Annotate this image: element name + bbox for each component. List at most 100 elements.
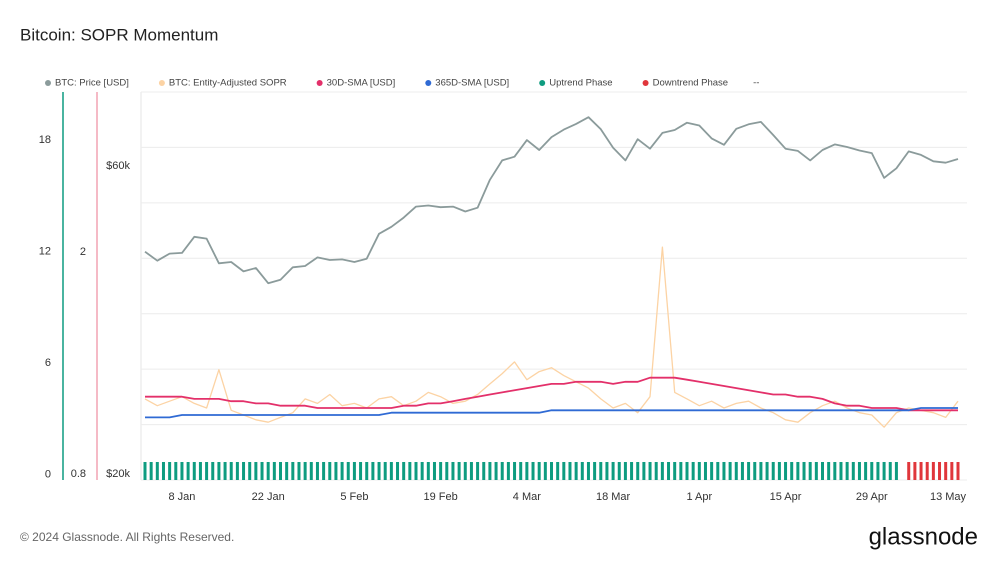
phase-bar [377, 462, 381, 480]
phase-bar [365, 462, 369, 480]
phase-bar [432, 462, 436, 480]
phase-bar [149, 462, 153, 480]
phase-bar [513, 462, 517, 480]
phase-bar [605, 462, 609, 480]
series-line [145, 376, 958, 412]
phase-bar [931, 462, 935, 480]
x-tick-label: 4 Mar [513, 491, 541, 503]
phase-bar [223, 462, 227, 480]
phase-bar [211, 462, 215, 480]
series-line [144, 116, 959, 285]
phase-bar [599, 462, 603, 480]
phase-bar [636, 462, 640, 480]
x-tick-label: 22 Jan [252, 491, 285, 503]
y-tick-label: 6 [45, 357, 51, 369]
phase-bar [426, 462, 430, 480]
phase-bar [272, 462, 276, 480]
legend-marker [45, 80, 51, 86]
phase-bar [734, 462, 738, 480]
phase-bar [796, 462, 800, 480]
phase-bar [389, 462, 393, 480]
phase-bar [383, 462, 387, 480]
phase-bar [279, 462, 282, 480]
phase-bar [396, 462, 400, 480]
phase-bar [217, 462, 221, 480]
phase-bar [463, 462, 467, 480]
phase-bar [876, 462, 880, 480]
phase-bar [685, 462, 689, 480]
x-tick-label: 8 Jan [168, 491, 195, 503]
phase-bar [402, 462, 406, 480]
legend-marker [539, 80, 546, 86]
legend-label: Uptrend Phase [549, 78, 612, 89]
y-tick-label: $60k [106, 160, 130, 172]
phase-bar [229, 462, 233, 480]
brand-logo: glassnode [869, 523, 978, 550]
phase-bar [235, 462, 239, 480]
phase-bar [168, 462, 172, 480]
phase-bar [944, 462, 948, 480]
phase-bar [777, 462, 781, 480]
phase-bar [938, 462, 942, 480]
phase-bar [543, 462, 547, 480]
phase-bar [457, 462, 461, 480]
phase-bar [728, 462, 732, 480]
phase-bar [248, 462, 252, 480]
phase-bar [315, 462, 319, 480]
phase-bar [654, 462, 658, 480]
phase-bar [291, 462, 295, 480]
phase-bar [821, 462, 824, 480]
phase-bar [722, 462, 726, 480]
phase-bar [839, 462, 843, 480]
x-tick-label: 15 Apr [770, 491, 802, 503]
phase-bar [827, 462, 831, 480]
legend-marker [425, 80, 432, 86]
phase-bar [334, 462, 338, 480]
legend-marker [158, 80, 165, 86]
phase-bar [155, 462, 159, 480]
phase-bar [845, 462, 849, 480]
phase-bar [371, 462, 375, 480]
phase-bar [673, 462, 677, 480]
chart-title: Bitcoin: SOPR Momentum [20, 25, 218, 44]
phase-bar [740, 462, 744, 480]
phase-bar [346, 462, 350, 480]
phase-bar [352, 462, 356, 480]
phase-bar [950, 462, 954, 480]
x-tick-label: 18 Mar [596, 491, 631, 503]
phase-bar [586, 462, 590, 480]
phase-bar [322, 462, 326, 480]
phase-bar [174, 462, 178, 480]
phase-bar [784, 462, 788, 480]
phase-bar [710, 462, 714, 480]
phase-bar [445, 462, 449, 480]
phase-bar [260, 462, 264, 480]
phase-bar [913, 462, 917, 480]
phase-bar [476, 462, 480, 480]
legend-label: 30D-SMA [USD] [327, 78, 396, 89]
phase-bar [205, 462, 209, 480]
legend-marker [316, 80, 323, 86]
phase-bar [488, 462, 492, 480]
x-tick-label: 1 Apr [686, 491, 712, 503]
phase-bar [691, 462, 695, 480]
phase-bar [186, 462, 190, 480]
phase-bar [765, 462, 769, 480]
phase-bar [648, 462, 652, 480]
phase-bar [679, 462, 683, 480]
phase-bar [703, 462, 707, 480]
phase-bar [630, 462, 634, 480]
phase-bar [340, 462, 344, 480]
series-line [145, 407, 958, 419]
legend-label: BTC: Entity-Adjusted SOPR [169, 78, 287, 89]
legend-label: 365D-SMA [USD] [435, 78, 509, 89]
footer: © 2024 Glassnode. All Rights Reserved. [20, 530, 234, 544]
phase-bar [660, 462, 664, 480]
phase-bar [814, 462, 818, 480]
phase-bar [359, 462, 363, 480]
y-tick-label: 18 [39, 134, 51, 146]
y-tick-label: 12 [39, 246, 51, 258]
phase-bar [180, 462, 184, 480]
phase-bar [161, 462, 165, 480]
phase-bar [242, 462, 246, 480]
